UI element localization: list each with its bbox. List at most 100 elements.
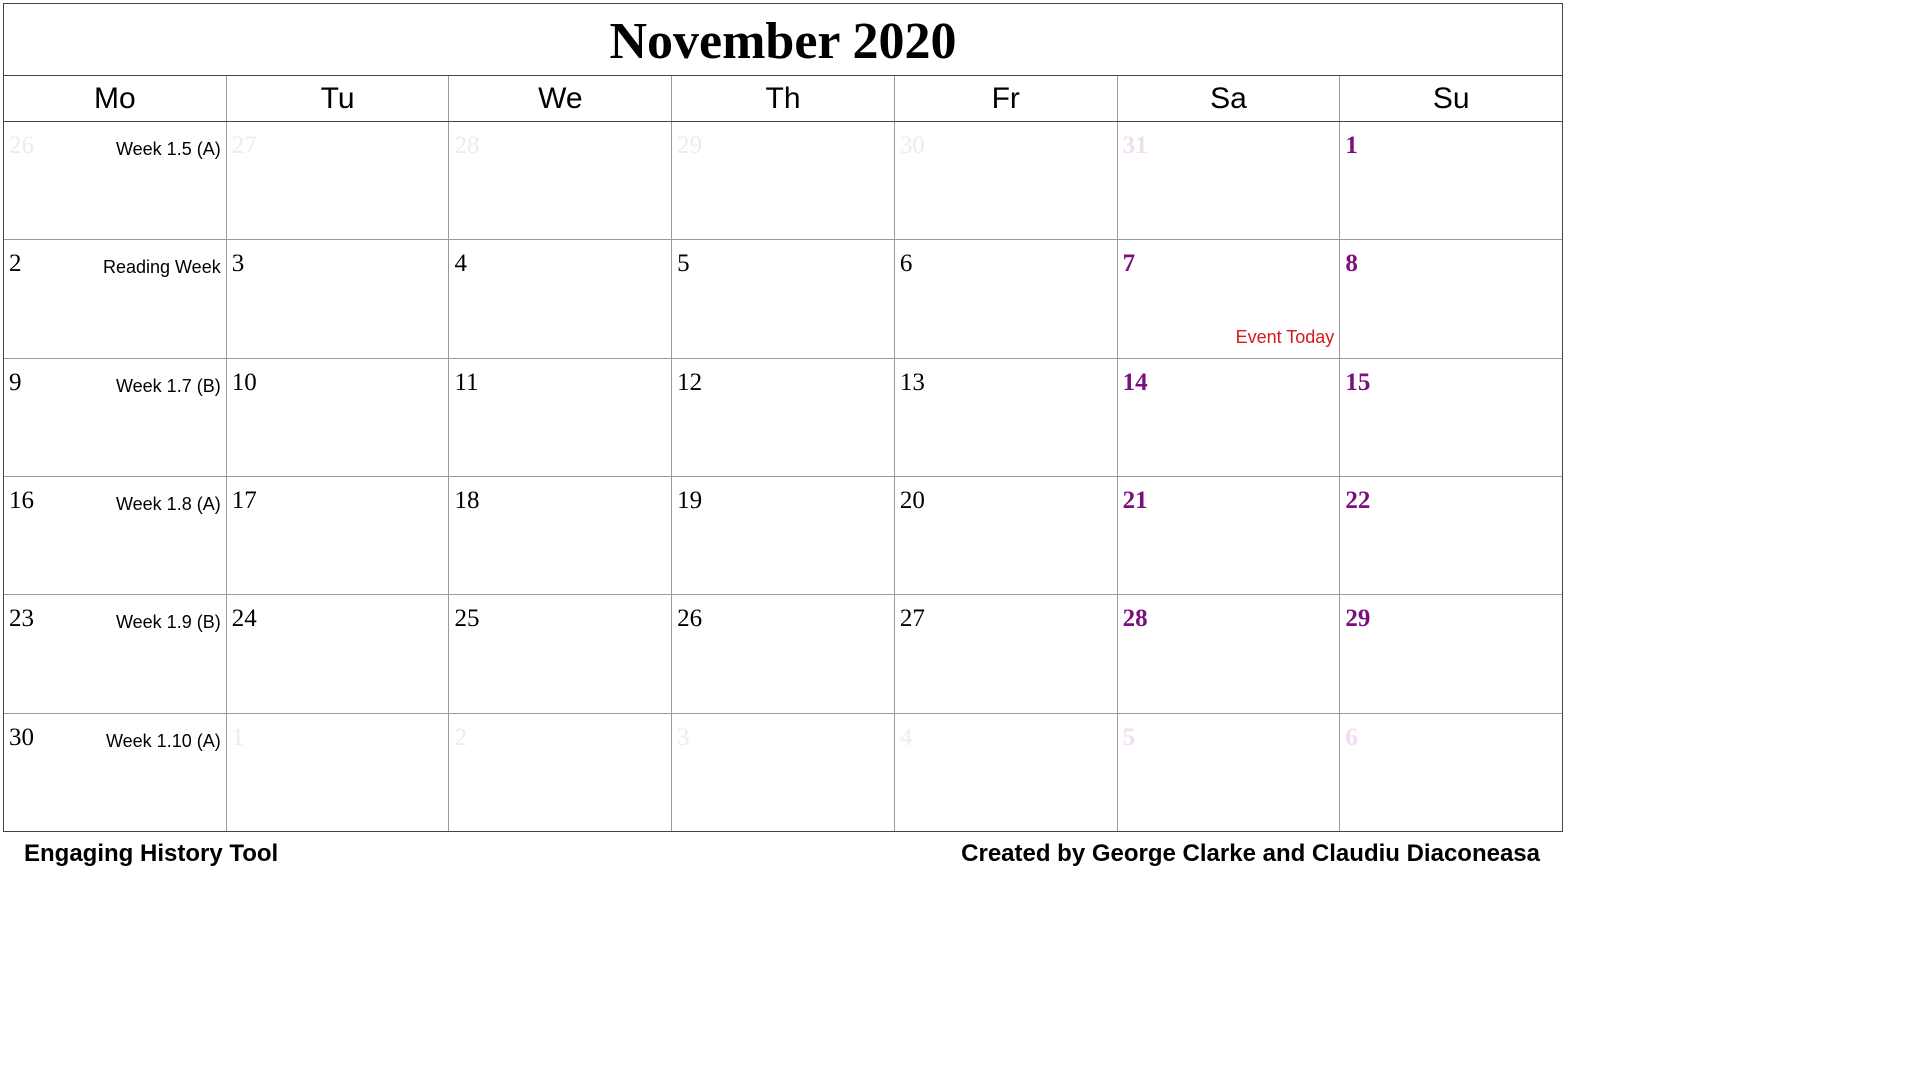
day-cell[interactable]: 27 [895,595,1118,713]
day-cell[interactable]: 15 [1340,359,1562,476]
day-cell[interactable]: 25 [449,595,673,713]
day-cell[interactable]: 6 [1340,714,1562,831]
day-cell[interactable]: 2 Reading Week [4,240,227,358]
day-number: 15 [1345,368,1371,396]
day-number: 26 [9,132,34,159]
day-cell[interactable]: 12 [672,358,895,476]
calendar-title: November 2020 [4,4,1562,76]
day-cell[interactable]: 11 [449,358,673,476]
day-number: 29 [677,132,703,159]
day-cell[interactable]: 30 [895,122,1118,240]
weekday-header-saturday: Sa [1118,76,1341,121]
day-cell[interactable]: 17 [227,476,450,595]
day-cell[interactable]: 3 [672,713,895,831]
weekday-header-sunday: Su [1432,82,1470,115]
calendar-grid: 26 Week 1.5 (A) 27 28 29 30 31 1 2 Reading Week 3 4… [4,122,1562,831]
day-cell[interactable]: 1 [1340,122,1562,239]
week-label: Week 1.5 (A) [116,139,221,159]
day-number: 25 [454,605,480,633]
day-number: 11 [454,368,479,396]
day-cell[interactable]: 19 [672,476,895,595]
day-cell[interactable]: 26 [672,595,895,713]
day-cell[interactable]: 16 Week 1.8 (A) [4,476,227,595]
day-cell[interactable]: 26 Week 1.5 (A) [4,122,227,240]
week-row: 16 Week 1.8 (A) 17 18 19 20 21 22 [4,476,1562,596]
week-row: 30 Week 1.10 (A) 1 2 3 4 5 6 [4,713,1562,831]
day-number: 23 [9,605,34,633]
day-number: 18 [454,486,480,514]
day-cell[interactable]: 2 [449,713,673,831]
day-cell[interactable]: 4 [449,240,673,358]
day-number: 5 [677,250,690,278]
day-cell[interactable]: 13 [895,358,1118,476]
day-number: 30 [899,132,925,159]
weekday-header-friday: Fr [895,76,1118,121]
day-cell[interactable]: 23 Week 1.9 (B) [4,595,227,713]
day-number: 28 [454,132,480,159]
day-cell[interactable]: 14 [1118,358,1341,476]
footer-app-name: Engaging History Tool [24,840,279,867]
week-label: Week 1.8 (A) [116,493,221,514]
day-cell[interactable]: 5 [672,240,895,358]
day-number: 10 [231,368,257,396]
day-cell[interactable]: 29 [1340,595,1562,712]
day-cell[interactable]: 21 [1118,476,1341,595]
day-number: 17 [231,486,257,514]
day-number: 1 [231,723,245,751]
day-number: 28 [1122,605,1148,633]
day-cell[interactable]: 7 Event Today [1118,240,1341,358]
day-number: 14 [1122,368,1148,396]
day-number: 3 [231,250,245,278]
week-label: Week 1.10 (A) [106,730,221,751]
weekday-header-monday: Mo [4,76,227,121]
day-number: 7 [1122,250,1136,278]
day-number: 24 [231,605,257,633]
day-number: 31 [1122,132,1148,159]
day-number: 1 [1345,132,1358,159]
day-number: 4 [899,723,913,751]
day-cell[interactable]: 18 [449,476,673,595]
day-number: 9 [9,368,22,396]
day-cell[interactable]: 31 [1118,122,1341,240]
day-cell[interactable]: 27 [227,122,450,240]
day-number: 29 [1345,605,1371,633]
week-label: Week 1.7 (B) [116,375,221,396]
footer-credits: Created by George Clarke and Claudiu Dia… [961,840,1540,867]
day-cell[interactable]: 22 [1340,477,1562,594]
day-number: 19 [677,486,703,514]
day-cell[interactable]: 1 [227,713,450,831]
day-number: 3 [677,723,690,751]
weekday-header-thursday: Th [672,76,895,121]
day-number: 27 [899,605,925,633]
day-cell[interactable]: 10 [227,358,450,476]
week-label: Reading Week [102,257,221,278]
day-cell[interactable]: 5 [1118,713,1341,831]
weekday-header: Mo Tu We Th Fr Sa Su [4,76,1562,122]
week-row: 2 Reading Week 3 4 5 6 7 Event Today 8 [4,240,1562,359]
day-number: 6 [899,250,913,278]
day-cell[interactable]: 9 Week 1.7 (B) [4,358,227,476]
week-row: 9 Week 1.7 (B) 10 11 12 13 14 15 [4,358,1562,477]
day-cell[interactable]: 28 [1118,595,1341,713]
day-number: 16 [9,486,34,514]
week-row: 26 Week 1.5 (A) 27 28 29 30 31 1 [4,122,1562,241]
day-number: 27 [231,132,257,159]
day-number: 13 [899,368,925,396]
day-cell[interactable]: 4 [895,713,1118,831]
day-cell[interactable]: 8 [1340,240,1562,357]
day-cell[interactable]: 28 [449,122,673,240]
event-label[interactable]: Event Today [1235,327,1335,348]
weekday-header-tuesday: Tu [227,76,450,121]
day-number: 8 [1345,250,1358,278]
day-cell[interactable]: 20 [895,476,1118,595]
day-cell[interactable]: 30 Week 1.10 (A) [4,713,227,831]
day-cell[interactable]: 24 [227,595,450,713]
week-label: Week 1.9 (B) [116,612,221,633]
day-number: 5 [1122,723,1136,751]
day-number: 12 [677,368,703,396]
day-cell[interactable]: 3 [227,240,450,358]
day-cell[interactable]: 6 [895,240,1118,358]
day-cell[interactable]: 29 [672,122,895,240]
day-number: 21 [1122,486,1148,514]
day-number: 4 [454,250,467,278]
